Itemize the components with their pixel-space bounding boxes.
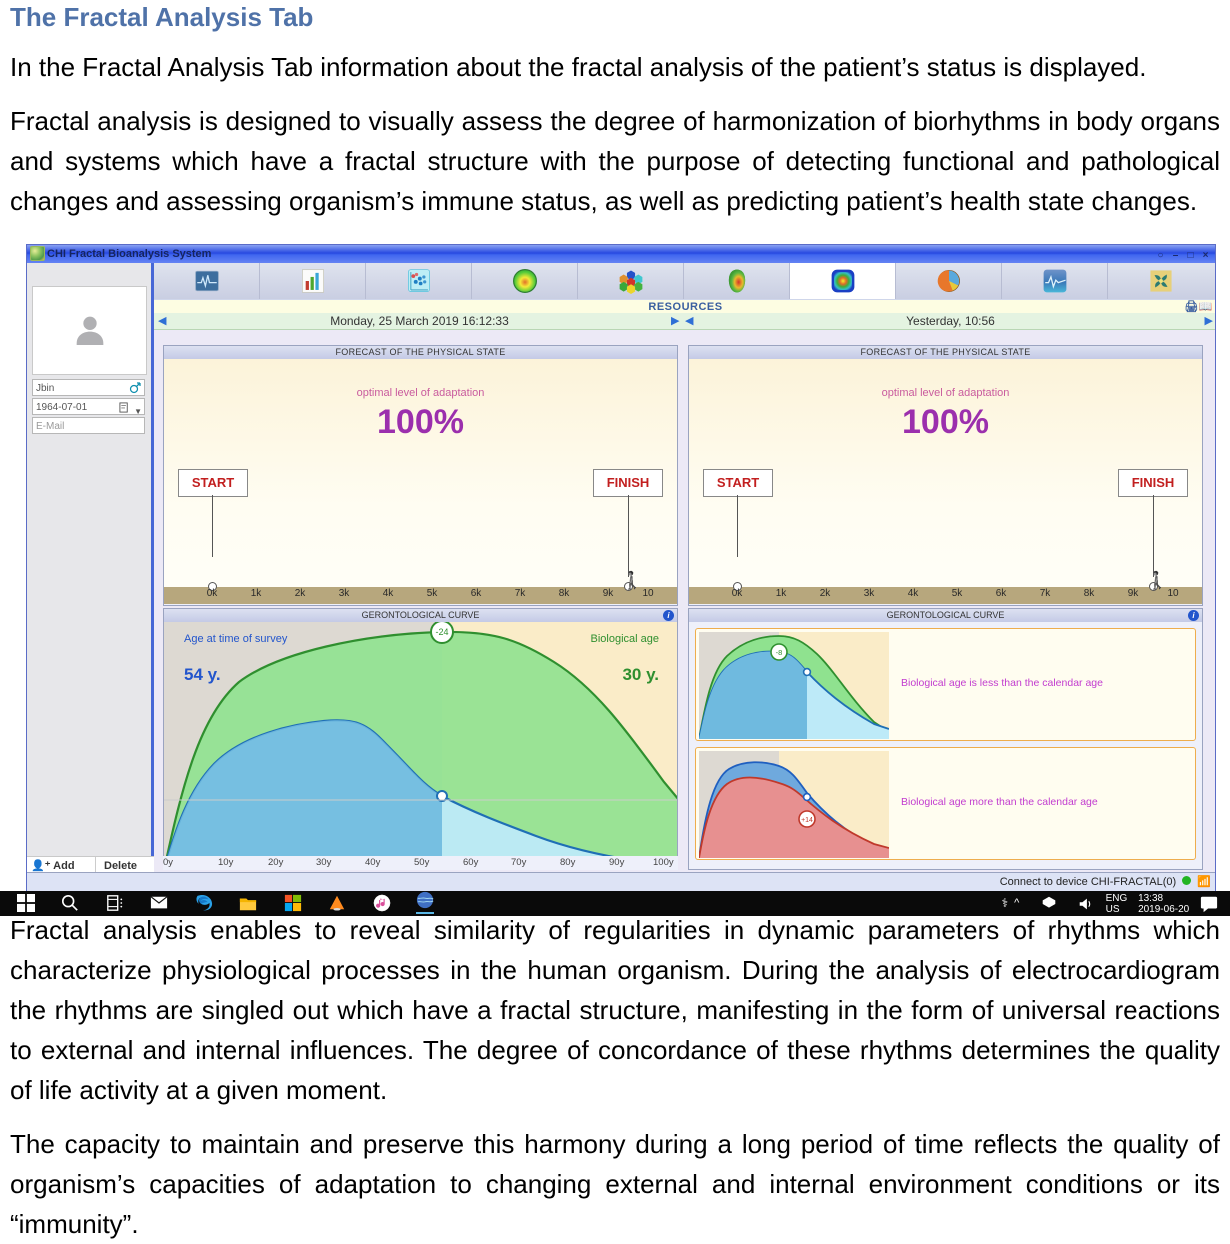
svg-text:54 y.: 54 y. xyxy=(184,665,221,684)
svg-text:Biological age: Biological age xyxy=(591,633,660,645)
svg-text:30 y.: 30 y. xyxy=(622,665,659,684)
svg-text:+14: +14 xyxy=(801,817,813,824)
svg-text:-8: -8 xyxy=(776,648,783,657)
svg-text:-24: -24 xyxy=(435,627,448,637)
svg-text:Age at time of survey: Age at time of survey xyxy=(184,633,288,645)
